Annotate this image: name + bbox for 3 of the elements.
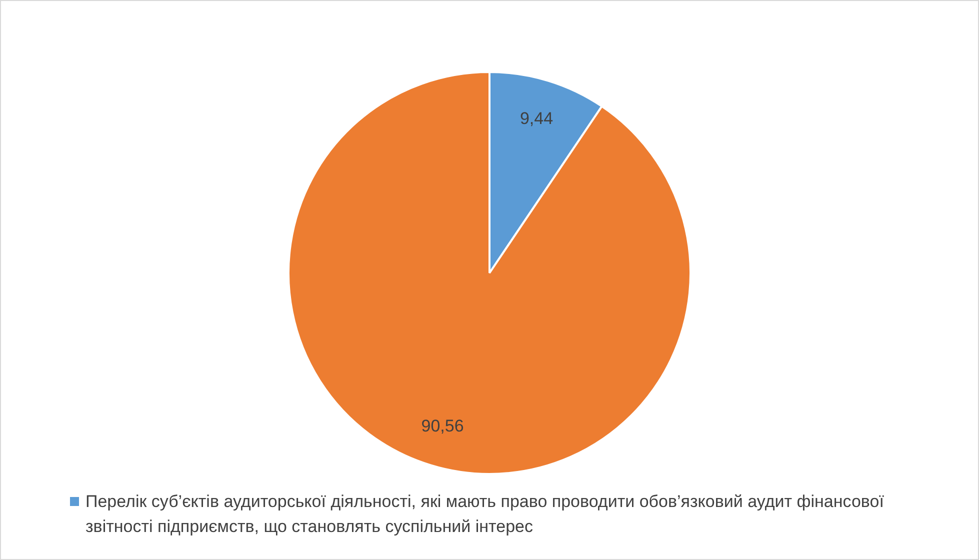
data-label: 90,56 (421, 416, 464, 436)
legend-label: Перелік суб’єктів аудиторської діяльності, які мають право проводити обов’язковий аудит фінансової звітності підприємств, що становлять суспільний інтерес (86, 491, 885, 538)
data-label: 9,44 (520, 108, 554, 128)
